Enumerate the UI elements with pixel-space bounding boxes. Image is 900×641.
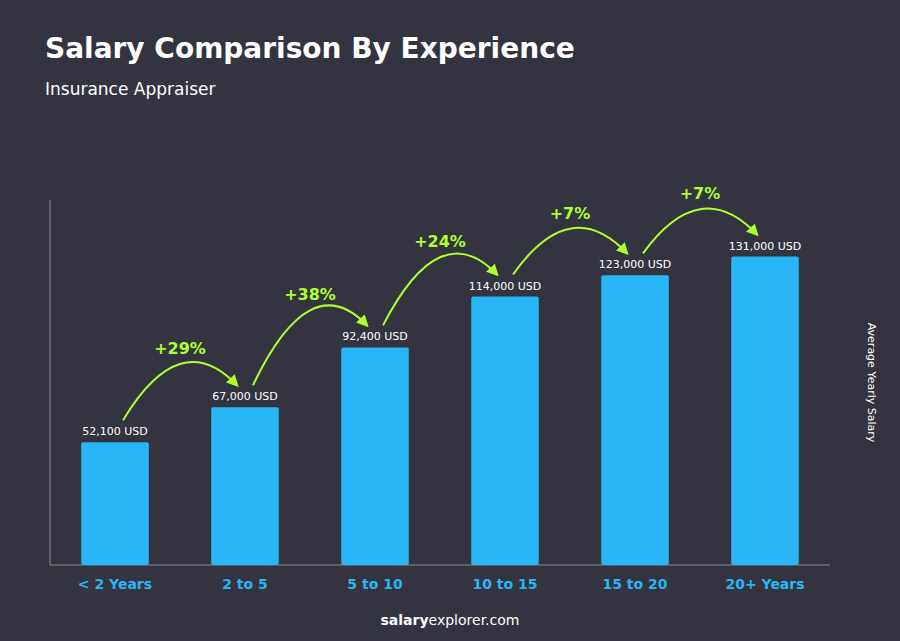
bar [731,257,799,565]
data-label: 52,100 USD [82,425,148,438]
x-tick-label: < 2 Years [78,576,152,592]
data-label: 114,000 USD [469,280,542,293]
annotation: +24% [414,232,466,251]
change-arrow [123,362,237,420]
bar [601,275,669,565]
y-axis-label: Average Yearly Salary [865,323,878,443]
data-label: 123,000 USD [599,258,672,271]
title: Salary Comparison By Experience [45,32,575,65]
x-tick-label: 2 to 5 [222,576,268,592]
annotation: +7% [680,184,721,203]
x-tick-label: 10 to 15 [472,576,537,592]
change-arrow [383,253,497,325]
bar [81,442,149,565]
x-tick-label: 5 to 10 [347,576,403,592]
change-arrow [513,228,627,275]
bar [341,347,409,565]
annotation: +7% [550,204,591,223]
chart: Salary Comparison By Experience Insurance… [0,0,900,641]
footer-part: explorer.com [429,612,520,628]
annotation: +29% [154,339,206,358]
subtitle: Insurance Appraiser [45,79,215,99]
bars [81,257,799,565]
change-arrow [253,305,367,385]
bar [211,407,279,565]
data-label: 131,000 USD [729,240,802,253]
bar [471,297,539,565]
data-label: 92,400 USD [342,330,408,343]
footer: salaryexplorer.com [381,612,520,628]
background [0,0,900,641]
change-arrow [643,209,757,254]
annotation: +38% [284,285,336,304]
footer-part: salary [381,612,429,628]
data-label: 67,000 USD [212,390,278,403]
x-tick-label: 15 to 20 [602,576,667,592]
x-axis-line [50,565,830,566]
x-tick-label: 20+ Years [725,576,804,592]
y-axis-line [50,200,51,565]
